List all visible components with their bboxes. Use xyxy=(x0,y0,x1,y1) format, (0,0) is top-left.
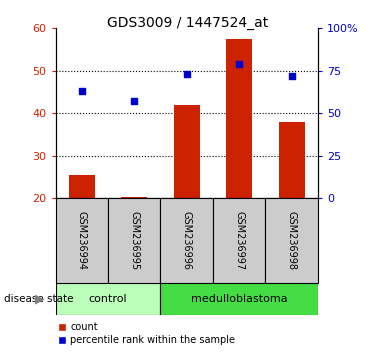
Text: GSM236995: GSM236995 xyxy=(129,211,139,270)
Point xyxy=(131,98,137,104)
Text: control: control xyxy=(89,294,127,304)
Bar xyxy=(160,198,213,283)
Text: disease state: disease state xyxy=(4,294,73,304)
Bar xyxy=(108,198,160,283)
Bar xyxy=(213,198,265,283)
Bar xyxy=(278,122,305,198)
Point xyxy=(184,72,190,77)
Bar xyxy=(69,175,95,198)
Text: GSM236996: GSM236996 xyxy=(182,211,192,270)
Text: GDS3009 / 1447524_at: GDS3009 / 1447524_at xyxy=(107,16,268,30)
Text: ▶: ▶ xyxy=(35,293,45,306)
Point xyxy=(289,73,295,79)
Bar xyxy=(160,283,318,315)
Text: medulloblastoma: medulloblastoma xyxy=(191,294,288,304)
Bar xyxy=(173,105,200,198)
Bar xyxy=(226,39,252,198)
Text: GSM236994: GSM236994 xyxy=(77,211,87,270)
Bar xyxy=(121,197,147,198)
Bar xyxy=(56,283,160,315)
Legend: count, percentile rank within the sample: count, percentile rank within the sample xyxy=(55,319,239,349)
Point xyxy=(79,88,85,94)
Bar xyxy=(56,198,108,283)
Text: GSM236997: GSM236997 xyxy=(234,211,244,270)
Bar xyxy=(265,198,318,283)
Point xyxy=(236,61,242,67)
Text: GSM236998: GSM236998 xyxy=(286,211,297,270)
